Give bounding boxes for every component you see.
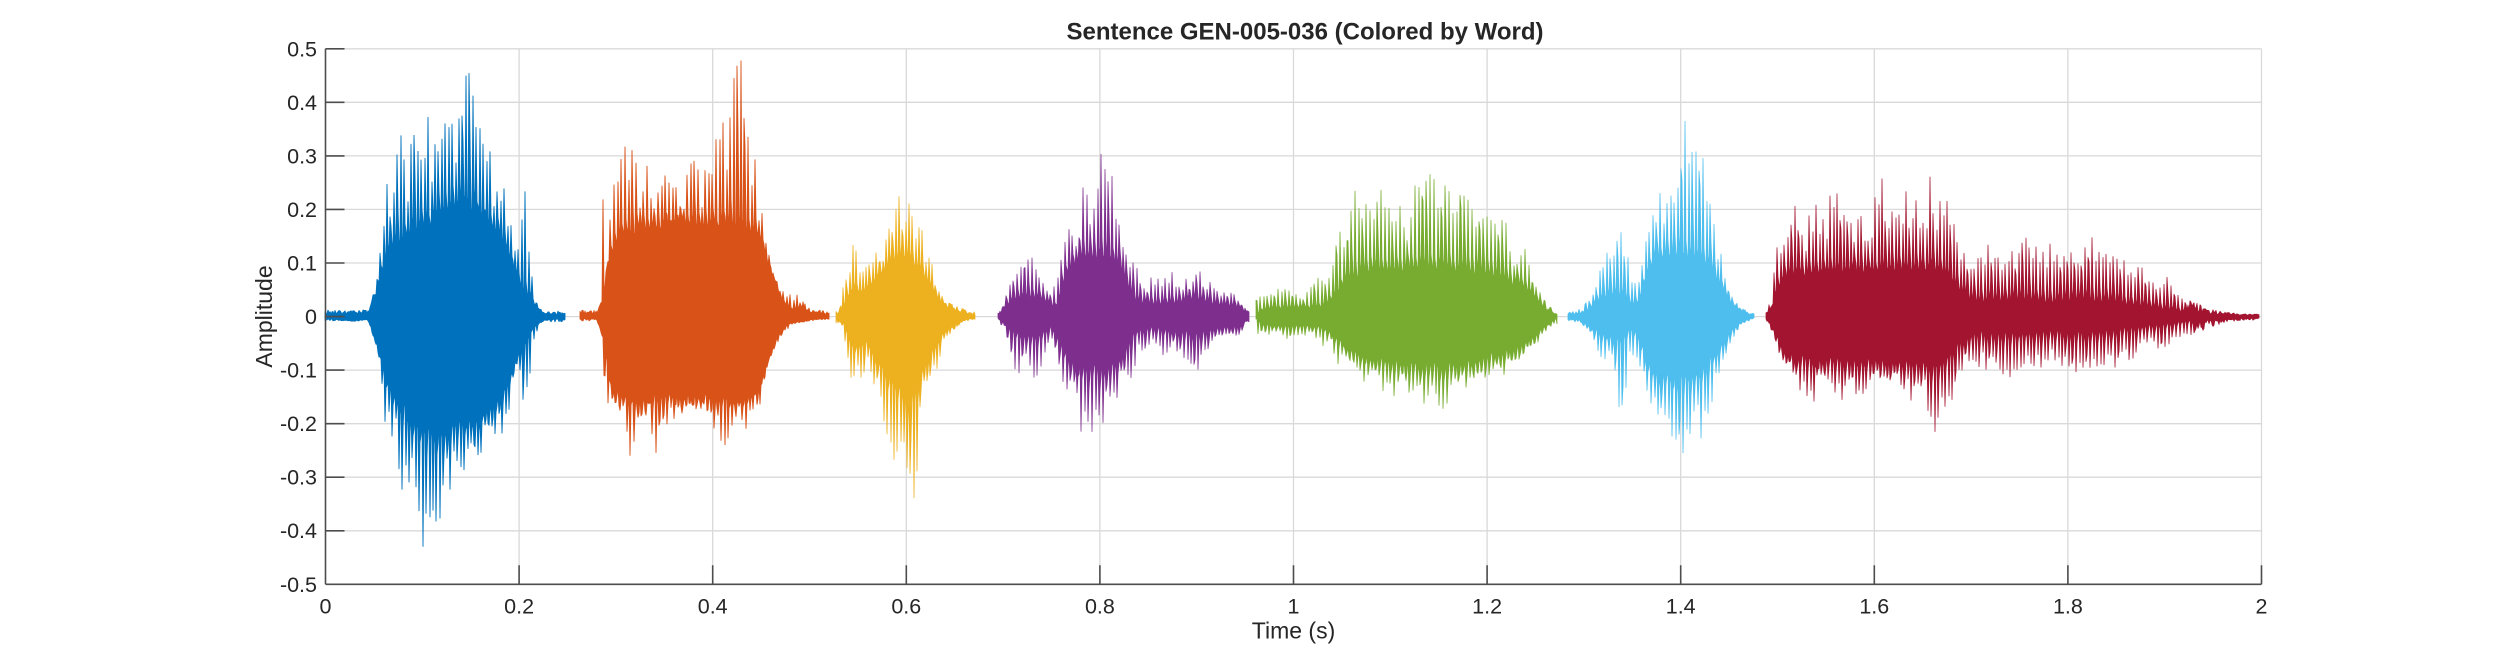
svg-text:0.2: 0.2 [287,198,317,222]
svg-text:0.1: 0.1 [287,252,317,276]
svg-text:0.6: 0.6 [891,595,921,619]
svg-text:-0.4: -0.4 [280,519,317,543]
svg-text:1.4: 1.4 [1666,595,1696,619]
svg-text:-0.5: -0.5 [280,573,317,597]
svg-text:0.2: 0.2 [504,595,534,619]
svg-text:Sentence GEN-005-036 (Colored: Sentence GEN-005-036 (Colored by Word) [1067,19,1544,46]
svg-text:0.8: 0.8 [1085,595,1115,619]
svg-text:0.5: 0.5 [287,37,317,61]
svg-text:0: 0 [305,305,317,329]
svg-text:1.8: 1.8 [2053,595,2083,619]
svg-text:0.4: 0.4 [698,595,728,619]
svg-text:1.2: 1.2 [1472,595,1502,619]
svg-text:Amplitude: Amplitude [251,265,277,367]
svg-text:Time (s): Time (s) [1252,618,1335,644]
svg-text:-0.1: -0.1 [280,359,317,383]
svg-text:1.6: 1.6 [1859,595,1889,619]
svg-text:1: 1 [1288,595,1300,619]
svg-text:-0.2: -0.2 [280,412,317,436]
svg-text:0.3: 0.3 [287,144,317,168]
svg-text:0.4: 0.4 [287,91,317,115]
svg-text:-0.3: -0.3 [280,466,317,490]
svg-text:2: 2 [2256,595,2268,619]
svg-text:0: 0 [320,595,332,619]
